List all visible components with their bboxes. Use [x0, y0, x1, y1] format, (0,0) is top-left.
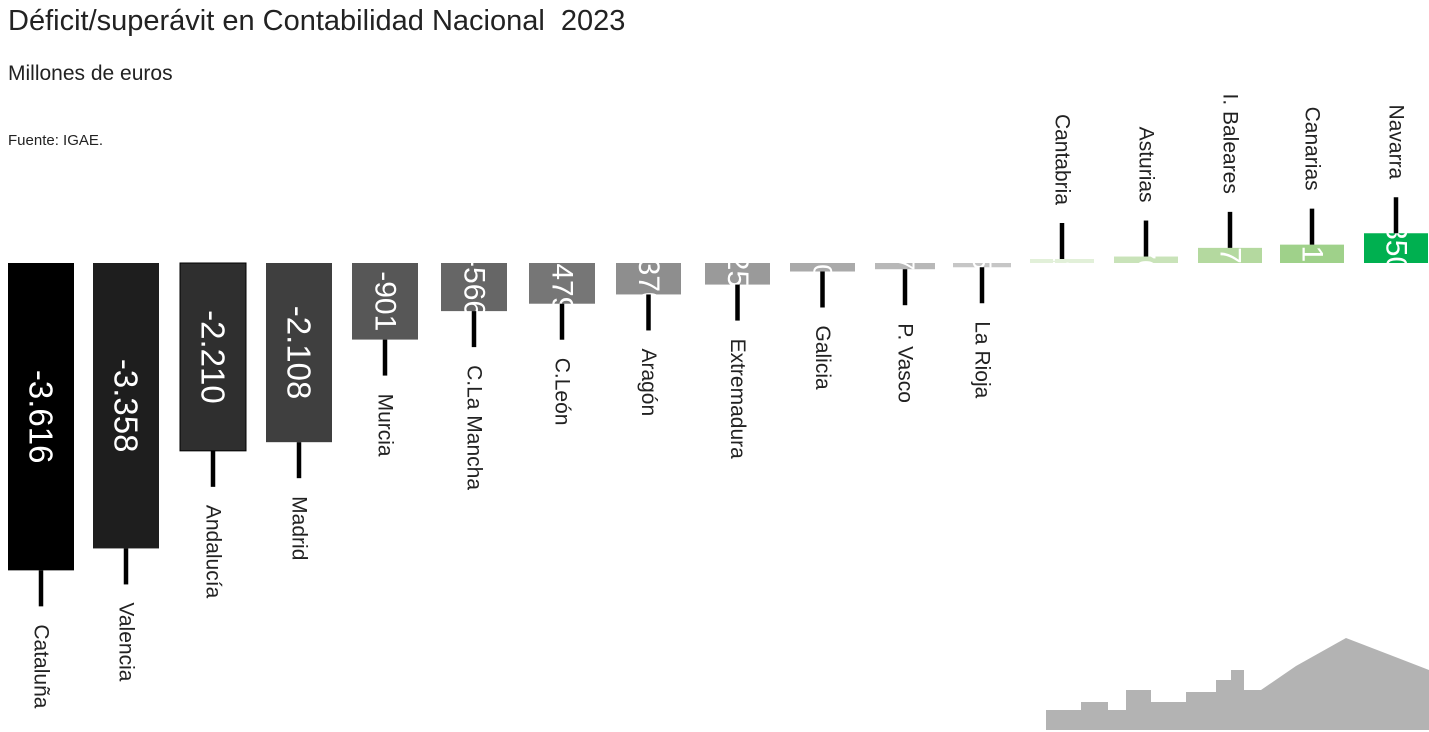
- bar-canarias: [1280, 244, 1344, 263]
- region-label-la-rioja: La Rioja: [971, 321, 994, 398]
- value-label-c-leon: -479: [546, 253, 579, 313]
- bar-navarra: [1364, 233, 1428, 263]
- bar-extremadura: [705, 263, 770, 285]
- region-label-valencia: Valencia: [115, 602, 138, 681]
- bar-i-baleares: [1198, 247, 1262, 263]
- region-label-extremadura: Extremadura: [726, 339, 749, 460]
- region-label-i-baleares: I. Baleares: [1219, 93, 1242, 193]
- bar-valencia: [93, 263, 159, 549]
- region-label-galicia: Galicia: [811, 326, 834, 391]
- region-label-murcia: Murcia: [374, 394, 397, 457]
- region-label-c-leon: C.León: [551, 358, 574, 426]
- value-label-madrid: -2.108: [281, 306, 318, 400]
- bar-galicia: [790, 263, 855, 272]
- bar-cataluna: [8, 263, 74, 571]
- value-label-andalucia: -2.210: [195, 310, 232, 404]
- bar-la-rioja: [953, 263, 1011, 268]
- region-label-madrid: Madrid: [288, 496, 311, 560]
- value-label-murcia: -901: [369, 271, 402, 331]
- city-skyline-logo: [1046, 638, 1429, 730]
- bar-c-la-mancha: [441, 263, 507, 312]
- value-label-cataluna: -3.616: [23, 370, 60, 464]
- region-label-c-la-mancha: C.La Mancha: [463, 365, 486, 490]
- bar-asturias: [1114, 256, 1178, 263]
- region-label-cataluna: Cataluña: [30, 624, 53, 708]
- value-label-c-la-mancha: -566: [458, 257, 491, 317]
- chart-source: Fuente: IGAE.: [8, 132, 104, 149]
- chart-subtitle: Millones de euros: [8, 62, 173, 85]
- region-label-p-vasco: P. Vasco: [894, 323, 917, 403]
- bar-murcia: [352, 263, 418, 340]
- region-label-andalucia: Andalucía: [202, 505, 225, 599]
- region-label-asturias: Asturias: [1135, 127, 1158, 203]
- chart-title: Déficit/superávit en Contabilidad Nacion…: [8, 5, 626, 37]
- region-label-navarra: Navarra: [1385, 105, 1408, 180]
- bar-p-vasco: [875, 263, 935, 270]
- region-label-canarias: Canarias: [1301, 107, 1324, 191]
- bar-c-leon: [529, 263, 595, 304]
- bar-aragon: [616, 263, 681, 295]
- bar-madrid: [266, 263, 332, 443]
- value-label-valencia: -3.358: [108, 359, 145, 453]
- region-label-aragon: Aragón: [637, 348, 660, 416]
- bar-cantabria: [1030, 259, 1094, 263]
- region-label-cantabria: Cantabria: [1051, 114, 1074, 205]
